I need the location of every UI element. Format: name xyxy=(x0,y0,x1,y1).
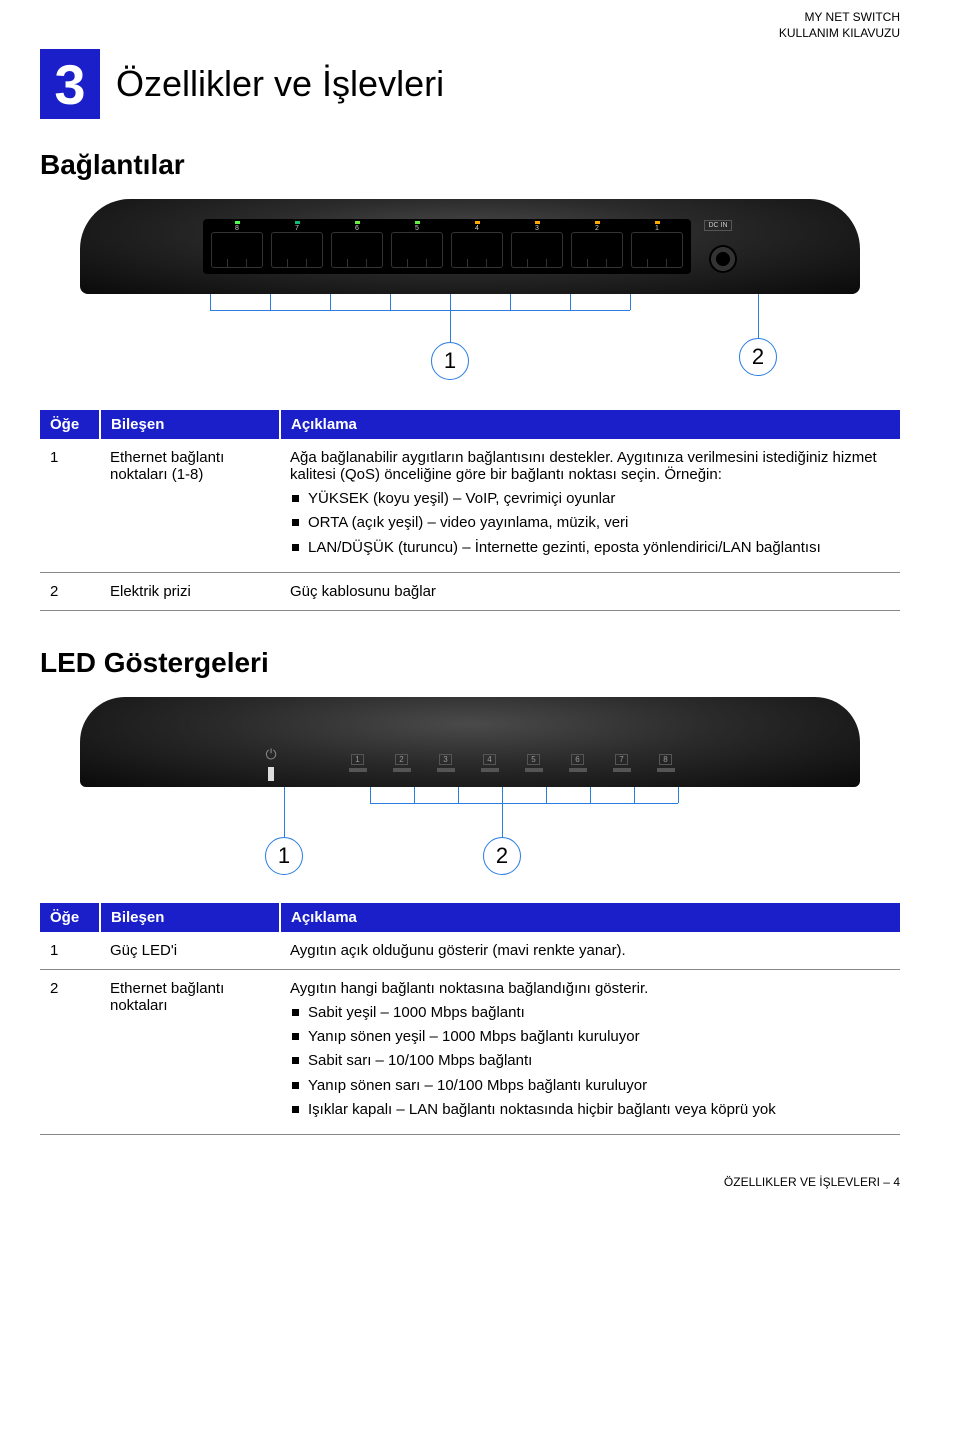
eth-port-2 xyxy=(571,232,623,268)
cell-item: 1 xyxy=(40,932,100,970)
section-title-leds: LED Göstergeleri xyxy=(40,647,900,679)
chapter-title: Özellikler ve İşlevleri xyxy=(116,49,444,105)
cell-component: Elektrik prizi xyxy=(100,572,280,610)
led-number: 7 xyxy=(615,754,627,765)
back-callouts: 1 2 xyxy=(80,294,860,384)
table-row: 2Ethernet bağlantı noktaları Aygıtın hang… xyxy=(40,969,900,1134)
device-back-view: 8 7 6 5 4 3 2 1 DC IN xyxy=(80,199,860,294)
led-indicator: 2 xyxy=(393,754,411,772)
th2-desc: Açıklama xyxy=(280,903,900,932)
led-bar-icon xyxy=(393,768,411,772)
cell-item: 2 xyxy=(40,572,100,610)
led-number: 2 xyxy=(395,754,407,765)
desc-intro: Aygıtın açık olduğunu gösterir (mavi ren… xyxy=(290,942,890,959)
led-indicator: 5 xyxy=(525,754,543,772)
led-number: 3 xyxy=(439,754,451,765)
callout-1: 1 xyxy=(431,342,469,380)
dc-in-area: DC IN xyxy=(699,220,737,273)
cell-component: Güç LED'i xyxy=(100,932,280,970)
led-number: 8 xyxy=(659,754,671,765)
th-component: Bileşen xyxy=(100,410,280,439)
led-indicator: 8 xyxy=(657,754,675,772)
led-bar-icon xyxy=(437,768,455,772)
cell-desc: Güç kablosunu bağlar xyxy=(280,572,900,610)
led-table: Öğe Bileşen Açıklama 1Güç LED'i Aygıtın a… xyxy=(40,903,900,1135)
cell-desc: Aygıtın açık olduğunu gösterir (mavi ren… xyxy=(280,932,900,970)
led-indicator: 6 xyxy=(569,754,587,772)
power-led-icon: ⏻ xyxy=(265,746,276,781)
front-callout-1: 1 xyxy=(265,837,303,875)
list-item: Sabit yeşil – 1000 Mbps bağlantı xyxy=(290,1003,890,1023)
led-bar-icon xyxy=(569,768,587,772)
list-item: ORTA (açık yeşil) – video yayınlama, müz… xyxy=(290,513,890,533)
eth-port-6 xyxy=(331,232,383,268)
header-line-1: MY NET SWITCH xyxy=(40,10,900,26)
led-bar-icon xyxy=(525,768,543,772)
led-bar-icon xyxy=(349,768,367,772)
page-footer: ÖZELLIKLER VE İŞLEVLERI – 4 xyxy=(40,1175,900,1189)
led-bar-icon xyxy=(613,768,631,772)
eth-port-1 xyxy=(631,232,683,268)
header-line-2: KULLANIM KILAVUZU xyxy=(40,26,900,42)
list-item: YÜKSEK (koyu yeşil) – VoIP, çevrimiçi oy… xyxy=(290,489,890,509)
cell-desc: Ağa bağlanabilir aygıtların bağlantısını… xyxy=(280,439,900,572)
desc-list: YÜKSEK (koyu yeşil) – VoIP, çevrimiçi oy… xyxy=(290,489,890,558)
th-item: Öğe xyxy=(40,410,100,439)
eth-port-7 xyxy=(271,232,323,268)
device-back-figure: 8 7 6 5 4 3 2 1 DC IN 1 2 xyxy=(40,199,900,384)
cell-item: 1 xyxy=(40,439,100,572)
eth-port-4 xyxy=(451,232,503,268)
doc-header: MY NET SWITCH KULLANIM KILAVUZU xyxy=(40,10,900,41)
led-indicator: 7 xyxy=(613,754,631,772)
led-number: 1 xyxy=(351,754,363,765)
connections-table: Öğe Bileşen Açıklama 1Ethernet bağlantı … xyxy=(40,410,900,611)
led-indicator: 4 xyxy=(481,754,499,772)
th-desc: Açıklama xyxy=(280,410,900,439)
table-row: 2Elektrik prizi Güç kablosunu bağlar xyxy=(40,572,900,610)
section-title-connections: Bağlantılar xyxy=(40,149,900,181)
list-item: Yanıp sönen sarı – 10/100 Mbps bağlantı … xyxy=(290,1076,890,1096)
led-indicator: 1 xyxy=(349,754,367,772)
device-front-view: ⏻ 1 2 3 4 5 6 7 8 xyxy=(80,697,860,787)
chapter-number: 3 xyxy=(40,49,100,119)
cell-item: 2 xyxy=(40,969,100,1134)
desc-list: Sabit yeşil – 1000 Mbps bağlantı Yanıp sö… xyxy=(290,1003,890,1120)
table-row: 1Ethernet bağlantı noktaları (1-8) Ağa ba… xyxy=(40,439,900,572)
led-bar-icon xyxy=(481,768,499,772)
led-indicator: 3 xyxy=(437,754,455,772)
led-number: 5 xyxy=(527,754,539,765)
front-callout-2: 2 xyxy=(483,837,521,875)
front-callouts: 1 2 xyxy=(80,787,860,877)
callout-2: 2 xyxy=(739,338,777,376)
th2-item: Öğe xyxy=(40,903,100,932)
desc-intro: Aygıtın hangi bağlantı noktasına bağland… xyxy=(290,980,890,997)
desc-intro: Güç kablosunu bağlar xyxy=(290,583,890,600)
dc-jack-icon xyxy=(709,245,737,273)
ethernet-port-strip: 8 7 6 5 4 3 2 1 xyxy=(203,219,691,274)
th2-component: Bileşen xyxy=(100,903,280,932)
desc-intro: Ağa bağlanabilir aygıtların bağlantısını… xyxy=(290,449,890,483)
led-number: 6 xyxy=(571,754,583,765)
cell-component: Ethernet bağlantı noktaları (1-8) xyxy=(100,439,280,572)
chapter-heading: 3 Özellikler ve İşlevleri xyxy=(40,49,900,119)
eth-port-3 xyxy=(511,232,563,268)
list-item: LAN/DÜŞÜK (turuncu) – İnternette gezinti… xyxy=(290,538,890,558)
device-front-figure: ⏻ 1 2 3 4 5 6 7 8 1 2 xyxy=(40,697,900,877)
cell-desc: Aygıtın hangi bağlantı noktasına bağland… xyxy=(280,969,900,1134)
led-number: 4 xyxy=(483,754,495,765)
cell-component: Ethernet bağlantı noktaları xyxy=(100,969,280,1134)
table-row: 1Güç LED'i Aygıtın açık olduğunu gösterir… xyxy=(40,932,900,970)
dc-in-label: DC IN xyxy=(704,220,731,231)
list-item: Yanıp sönen yeşil – 1000 Mbps bağlantı k… xyxy=(290,1027,890,1047)
led-bar-icon xyxy=(657,768,675,772)
eth-port-5 xyxy=(391,232,443,268)
list-item: Işıklar kapalı – LAN bağlantı noktasında… xyxy=(290,1100,890,1120)
list-item: Sabit sarı – 10/100 Mbps bağlantı xyxy=(290,1051,890,1071)
eth-port-8 xyxy=(211,232,263,268)
